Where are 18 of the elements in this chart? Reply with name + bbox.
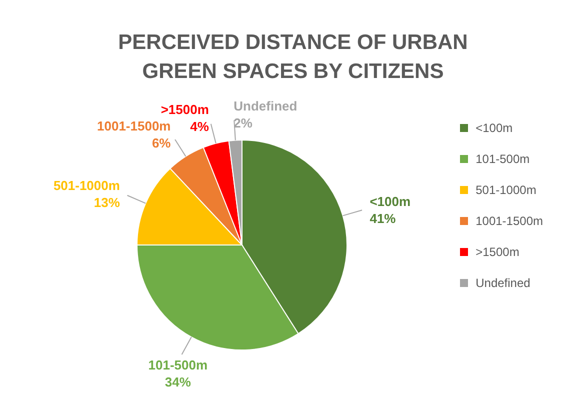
slice-label: <100m [370, 194, 411, 209]
data-label: 13% [94, 195, 120, 210]
legend-label: Undefined [476, 274, 530, 292]
data-label: 6% [152, 136, 172, 151]
legend-label: 1001-1500m [476, 212, 543, 230]
legend-label: 501-1000m [476, 182, 536, 198]
slice-label: Undefined [234, 98, 298, 114]
slice-label: >1500m [160, 102, 209, 118]
legend-label: <100m [476, 120, 513, 136]
data-label: 4% [190, 119, 210, 134]
legend-label: 101-500m [476, 150, 530, 168]
slice-label: 101-500m [148, 358, 208, 373]
legend-label: >1500m [476, 244, 520, 260]
data-label: 34% [164, 374, 192, 390]
slice-label: 501-1000m [53, 178, 120, 194]
slice-label: 1001-1500m [97, 118, 171, 134]
data-label: 41% [370, 210, 396, 226]
chart-title: PERCEIVED DISTANCE OF URBAN GREEN SPACES BY CITIZENS [117, 30, 469, 85]
